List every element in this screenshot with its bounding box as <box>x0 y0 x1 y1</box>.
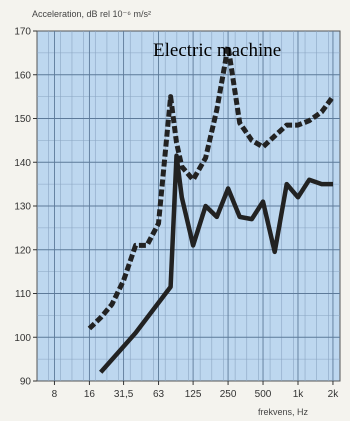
y-axis: 90 100 110 120 130 140 150 160 170 <box>14 27 37 388</box>
series-group <box>87 43 336 374</box>
x-tick-label: 2k <box>328 389 340 400</box>
y-tick-label: 120 <box>14 245 31 256</box>
series-line-dashed <box>87 43 336 331</box>
y-tick-label: 90 <box>20 377 32 388</box>
x-axis-label: frekvens, Hz <box>258 407 309 417</box>
y-tick-label: 110 <box>15 289 31 300</box>
y-tick-label: 130 <box>14 202 31 213</box>
x-tick-label: 63 <box>153 389 165 400</box>
x-tick-label: 8 <box>52 389 58 400</box>
y-axis-label: Acceleration, dB rel 10⁻⁶ m/s² <box>32 9 151 19</box>
y-tick-label: 140 <box>14 158 31 169</box>
series-line-solid <box>99 153 333 374</box>
x-tick-label: 31,5 <box>114 389 134 400</box>
x-tick-label: 250 <box>220 389 237 400</box>
annotation-label: Electric machine <box>153 40 281 61</box>
x-tick-label: 1k <box>293 389 305 400</box>
x-tick-label: 16 <box>84 389 96 400</box>
y-tick-label: 170 <box>14 27 31 38</box>
y-tick-label: 160 <box>14 70 31 81</box>
x-axis: 8 16 31,5 63 125 250 500 1k 2k <box>52 381 340 400</box>
x-tick-label: 125 <box>185 389 202 400</box>
x-tick-label: 500 <box>255 389 272 400</box>
y-tick-label: 100 <box>14 333 31 344</box>
y-tick-label: 150 <box>14 114 31 125</box>
